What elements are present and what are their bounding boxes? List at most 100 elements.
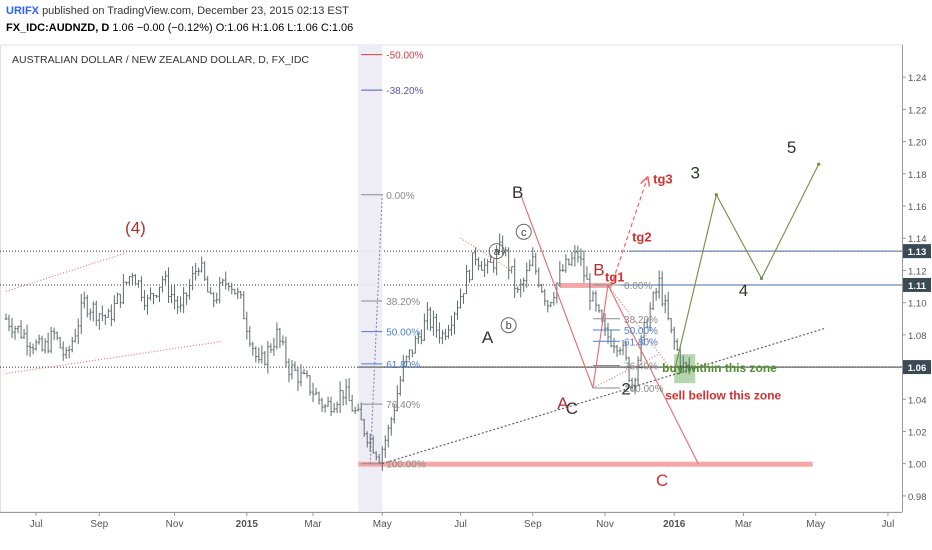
- wave-label: 2: [621, 379, 630, 398]
- price-bar: [122, 274, 125, 305]
- price-bar: [320, 397, 324, 413]
- target-box-lower: [358, 461, 813, 467]
- price-bar: [70, 336, 74, 353]
- fib-level-label: 0.00%: [386, 191, 414, 202]
- price-bar: [22, 328, 26, 339]
- fib-level-label: 100.00%: [624, 384, 664, 395]
- buy-zone: [674, 354, 696, 384]
- wave-label: A: [482, 328, 494, 347]
- price-bar: [462, 293, 465, 304]
- resistance-dotted-4: [5, 252, 127, 292]
- price-bar: [290, 359, 294, 380]
- price-bar: [429, 306, 432, 331]
- price-bar: [119, 293, 122, 308]
- price-bar: [432, 310, 435, 336]
- price-bar: [40, 335, 44, 352]
- price-bar: [654, 288, 658, 301]
- y-tick-label: 1.22: [908, 105, 927, 116]
- x-tick-label: Sep: [90, 519, 108, 530]
- target-label: tg2: [632, 229, 652, 244]
- price-bar: [242, 291, 246, 320]
- price-bar: [332, 402, 336, 413]
- price-bar: [465, 265, 468, 295]
- circled-wave-marker: [488, 243, 505, 260]
- support-dotted-4: [5, 340, 223, 375]
- price-bar: [453, 311, 456, 335]
- chart-title: AUSTRALIAN DOLLAR / NEW ZEALAND DOLLAR, …: [12, 54, 309, 66]
- zone-note: buy within this zone: [662, 361, 777, 375]
- price-bar: [612, 338, 616, 354]
- price-bar: [411, 349, 414, 358]
- price-bar: [167, 267, 170, 303]
- price-bar: [504, 246, 507, 257]
- price-bar: [615, 344, 619, 357]
- price-badge: [903, 244, 931, 259]
- x-tick-label: May: [806, 519, 825, 530]
- wave-label: B: [512, 183, 523, 202]
- price-bar: [227, 282, 231, 292]
- price-bar: [585, 266, 589, 280]
- price-bar: [113, 295, 116, 322]
- price-bar: [52, 327, 56, 341]
- price-bar: [531, 247, 535, 267]
- author-name[interactable]: URIFX: [6, 5, 39, 17]
- price-bar: [173, 285, 176, 310]
- wave-5-line: [761, 163, 820, 279]
- price-bar: [344, 378, 348, 405]
- price-bar: [284, 336, 288, 368]
- price-bar: [648, 302, 652, 332]
- price-bar: [233, 288, 237, 295]
- price-badge-label: 1.13: [908, 247, 927, 258]
- price-bar: [417, 332, 420, 344]
- price-bar: [224, 271, 228, 290]
- y-tick-label: 1.04: [908, 395, 927, 406]
- price-bar: [311, 382, 315, 403]
- wave-label: A: [557, 394, 569, 413]
- y-tick-label: 0.98: [908, 492, 927, 503]
- price-bar: [176, 295, 179, 314]
- x-tick-label: Jul: [454, 519, 467, 530]
- wave-label: 5: [787, 138, 796, 157]
- price-bar: [609, 329, 613, 348]
- price-bar: [618, 347, 622, 356]
- wave-label: 3: [691, 164, 700, 183]
- price-bar: [236, 287, 240, 300]
- price-bar: [125, 281, 128, 286]
- price-bar: [215, 292, 218, 304]
- chart-header: URIFX published on TradingView.com, Dece…: [0, 0, 932, 40]
- price-bar: [269, 343, 273, 354]
- price-bar: [525, 262, 529, 288]
- price-bar: [471, 252, 474, 281]
- price-bar: [341, 390, 345, 406]
- channel-dotted: [607, 284, 675, 374]
- fib-level-label: 0.00%: [624, 281, 652, 292]
- price-bar: [85, 294, 89, 318]
- price-bar: [513, 258, 516, 299]
- fib-level-label: 38.20%: [624, 315, 658, 326]
- price-bar: [278, 327, 282, 349]
- price-bar: [110, 304, 113, 327]
- price-bar: [399, 375, 402, 396]
- publish-info: URIFX published on TradingView.com, Dece…: [6, 5, 349, 17]
- x-tick-label: Jul: [882, 519, 895, 530]
- circled-wave-label: b: [506, 320, 512, 332]
- wave-label: (4): [125, 218, 146, 237]
- price-bar: [669, 318, 673, 334]
- price-chart[interactable]: -50.00%-38.20%0.00%38.20%50.00%61.80%76.…: [0, 40, 932, 550]
- price-bar: [540, 283, 544, 293]
- price-bar: [477, 257, 480, 271]
- price-bar: [43, 338, 47, 354]
- price-bar: [438, 322, 441, 344]
- x-tick-label: 2016: [663, 519, 686, 530]
- price-bar: [263, 351, 267, 366]
- price-bar: [317, 391, 321, 405]
- price-bar: [149, 287, 152, 301]
- price-bar: [552, 291, 556, 306]
- price-bar: [420, 329, 423, 345]
- price-bar: [107, 308, 110, 318]
- price-bar: [645, 318, 649, 329]
- price-bar: [212, 291, 215, 308]
- price-bar: [660, 271, 664, 307]
- price-bar: [245, 311, 249, 340]
- price-bar: [447, 324, 450, 339]
